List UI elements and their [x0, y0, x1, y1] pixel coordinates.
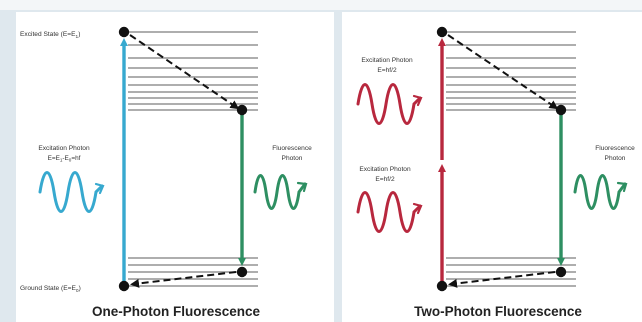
two-photon-panel: Excitation Photon E=hf/2 Excitation Phot…	[342, 12, 642, 322]
ground-excited-vib-dot-right	[555, 266, 567, 278]
excited-relaxed-dot-right	[555, 104, 567, 116]
one-photon-panel-bg	[16, 12, 334, 322]
excitation-photon-formula: E=E1-E0=hf	[48, 155, 81, 163]
fluorescence-wave-right-icon	[573, 174, 628, 210]
one-photon-caption: One-Photon Fluorescence	[92, 304, 261, 319]
ground-dot	[118, 280, 130, 292]
excitation-lower-wave-icon	[356, 191, 423, 233]
ground-relaxation-arrow-right	[448, 271, 556, 288]
ground-relaxation-arrow	[130, 271, 237, 288]
excitation-upper-title: Excitation Photon	[361, 57, 413, 64]
fluorescence-photon-label-right-line1: Fluorescence	[595, 145, 635, 152]
excitation-lower-title: Excitation Photon	[359, 166, 411, 173]
fluorescence-wave-icon	[253, 174, 308, 210]
excited-relaxed-dot	[236, 104, 248, 116]
one-photon-panel: Excited State (E=E1) Ground State (E=E0)…	[16, 12, 334, 322]
panel-divider	[336, 12, 340, 322]
fluorescence-photon-label-line2: Photon	[282, 155, 303, 162]
two-photon-caption: Two-Photon Fluorescence	[414, 304, 582, 319]
ground-dot-right	[436, 280, 448, 292]
ground-state-levels	[128, 257, 258, 287]
ground-excited-vib-dot	[236, 266, 248, 278]
fluorescence-photon-label-line1: Fluorescence	[272, 145, 312, 152]
excitation-wave-icon	[38, 171, 105, 213]
ground-state-label: Ground State (E=E0)	[20, 285, 81, 294]
excited-state-label: Excited State (E=E1)	[20, 31, 80, 40]
excited-top-dot-right	[436, 26, 448, 38]
excitation-photon-title: Excitation Photon	[38, 145, 90, 152]
excited-top-dot	[118, 26, 130, 38]
excitation-lower-formula: E=hf/2	[375, 176, 395, 183]
fluorescence-photon-label-right-line2: Photon	[605, 155, 626, 162]
two-photon-panel-bg	[342, 12, 642, 322]
excited-state-levels	[128, 31, 258, 111]
excitation-upper-wave-icon	[356, 83, 423, 125]
excitation-upper-formula: E=hf/2	[377, 67, 397, 74]
